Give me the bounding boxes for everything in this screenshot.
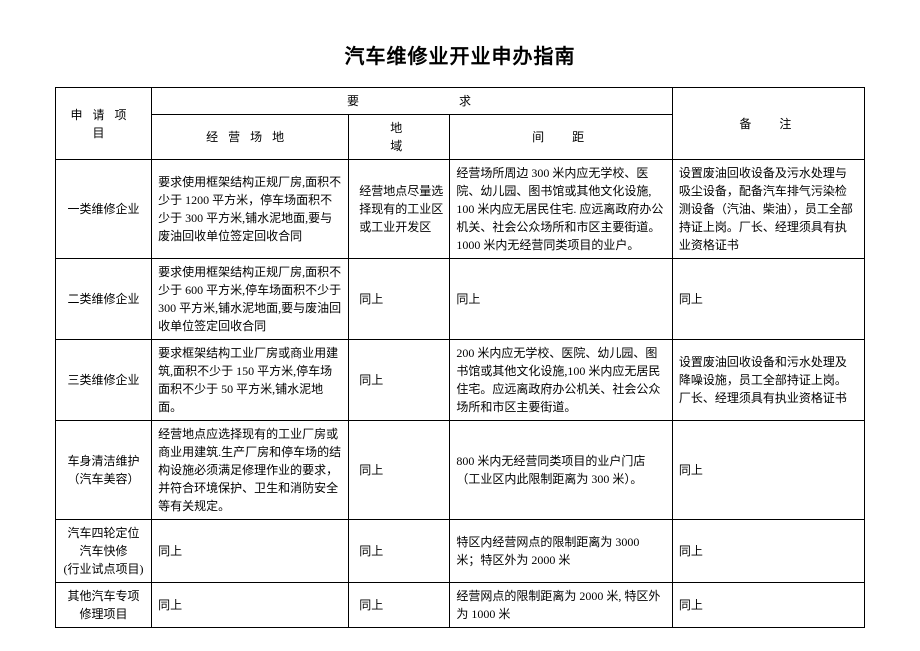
th-area: 地域	[349, 115, 450, 160]
table-row: 二类维修企业 要求使用框架结构正规厂房,面积不少于 600 平方米,停车场面积不…	[56, 259, 865, 340]
cell-area: 同上	[349, 340, 450, 421]
cell-category: 其他汽车专项修理项目	[56, 583, 152, 628]
table-row: 三类维修企业 要求框架结构工业厂房或商业用建筑,面积不少于 150 平方米,停车…	[56, 340, 865, 421]
cell-site: 经营地点应选择现有的工业厂房或商业用建筑.生产厂房和停车场的结构设施必须满足修理…	[152, 421, 349, 520]
cell-distance: 800 米内无经营同类项目的业户门店（工业区内此限制距离为 300 米）。	[450, 421, 672, 520]
th-category: 申请项目	[56, 88, 152, 160]
cell-notes: 设置废油回收设备及污水处理与吸尘设备，配备汽车排气污染检测设备（汽油、柴油），员…	[672, 160, 864, 259]
cell-distance: 经营网点的限制距离为 2000 米, 特区外为 1000 米	[450, 583, 672, 628]
cell-notes: 设置废油回收设备和污水处理及降噪设施，员工全部持证上岗。厂长、经理须具有执业资格…	[672, 340, 864, 421]
cell-area: 经营地点尽量选择现有的工业区或工业开发区	[349, 160, 450, 259]
table-row: 一类维修企业 要求使用框架结构正规厂房,面积不少于 1200 平方米，停车场面积…	[56, 160, 865, 259]
th-distance: 间距	[450, 115, 672, 160]
cell-area: 同上	[349, 583, 450, 628]
cell-category: 二类维修企业	[56, 259, 152, 340]
cell-distance: 特区内经营网点的限制距离为 3000 米；特区外为 2000 米	[450, 520, 672, 583]
cell-site: 要求框架结构工业厂房或商业用建筑,面积不少于 150 平方米,停车场面积不少于 …	[152, 340, 349, 421]
cell-category: 车身清洁维护（汽车美容）	[56, 421, 152, 520]
cell-category: 汽车四轮定位 汽车快修 (行业试点项目)	[56, 520, 152, 583]
cell-notes: 同上	[672, 520, 864, 583]
cell-category: 一类维修企业	[56, 160, 152, 259]
cell-distance: 同上	[450, 259, 672, 340]
cell-distance: 200 米内应无学校、医院、幼儿园、图书馆或其他文化设施,100 米内应无居民住…	[450, 340, 672, 421]
cell-site: 同上	[152, 583, 349, 628]
th-requirements: 要求	[152, 88, 673, 115]
cell-site: 要求使用框架结构正规厂房,面积不少于 600 平方米,停车场面积不少于 300 …	[152, 259, 349, 340]
th-site: 经营场地	[152, 115, 349, 160]
cell-notes: 同上	[672, 259, 864, 340]
th-notes: 备注	[672, 88, 864, 160]
cell-notes: 同上	[672, 583, 864, 628]
page-title: 汽车维修业开业申办指南	[55, 40, 865, 69]
cell-site: 同上	[152, 520, 349, 583]
table-row: 其他汽车专项修理项目 同上 同上 经营网点的限制距离为 2000 米, 特区外为…	[56, 583, 865, 628]
cell-category: 三类维修企业	[56, 340, 152, 421]
guide-table: 申请项目 要求 备注 经营场地 地域 间距 一类维修企业 要求使用框架结构正规厂…	[55, 87, 865, 628]
cell-distance: 经营场所周边 300 米内应无学校、医院、幼儿园、图书馆或其他文化设施, 100…	[450, 160, 672, 259]
cell-area: 同上	[349, 259, 450, 340]
cell-site: 要求使用框架结构正规厂房,面积不少于 1200 平方米，停车场面积不少于 300…	[152, 160, 349, 259]
cell-area: 同上	[349, 421, 450, 520]
table-row: 汽车四轮定位 汽车快修 (行业试点项目) 同上 同上 特区内经营网点的限制距离为…	[56, 520, 865, 583]
table-row: 车身清洁维护（汽车美容） 经营地点应选择现有的工业厂房或商业用建筑.生产厂房和停…	[56, 421, 865, 520]
cell-notes: 同上	[672, 421, 864, 520]
cell-area: 同上	[349, 520, 450, 583]
